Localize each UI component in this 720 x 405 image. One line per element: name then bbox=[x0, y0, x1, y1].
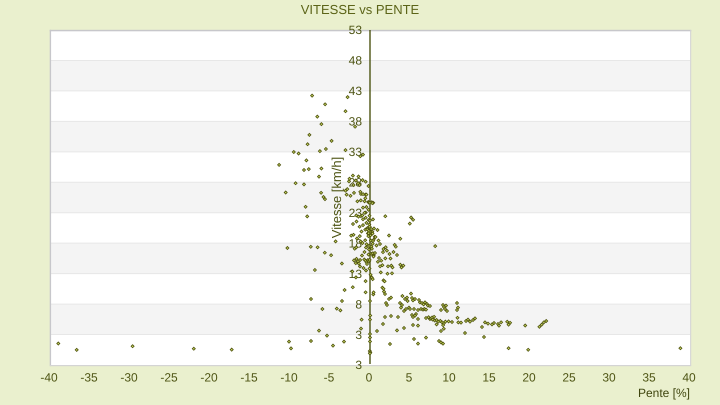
svg-text:28: 28 bbox=[349, 175, 363, 189]
svg-text:-35: -35 bbox=[80, 371, 98, 385]
svg-text:VITESSE vs PENTE: VITESSE vs PENTE bbox=[301, 2, 420, 17]
svg-text:30: 30 bbox=[602, 371, 616, 385]
svg-text:23: 23 bbox=[349, 206, 363, 220]
svg-text:8: 8 bbox=[355, 297, 362, 311]
svg-text:-40: -40 bbox=[40, 371, 58, 385]
svg-text:-5: -5 bbox=[324, 371, 335, 385]
svg-text:18: 18 bbox=[349, 236, 363, 250]
svg-text:3: 3 bbox=[355, 358, 362, 372]
svg-text:Pente [%]: Pente [%] bbox=[638, 386, 690, 400]
svg-text:-30: -30 bbox=[120, 371, 138, 385]
svg-text:15: 15 bbox=[482, 371, 496, 385]
svg-text:25: 25 bbox=[562, 371, 576, 385]
svg-text:40: 40 bbox=[682, 371, 696, 385]
svg-text:Vitesse [km/h]: Vitesse [km/h] bbox=[329, 157, 344, 238]
svg-text:-15: -15 bbox=[240, 371, 258, 385]
svg-text:5: 5 bbox=[406, 371, 413, 385]
svg-text:20: 20 bbox=[522, 371, 536, 385]
svg-text:35: 35 bbox=[642, 371, 656, 385]
svg-text:-10: -10 bbox=[280, 371, 298, 385]
svg-text:10: 10 bbox=[442, 371, 456, 385]
svg-text:48: 48 bbox=[349, 54, 363, 68]
svg-text:53: 53 bbox=[349, 23, 363, 37]
svg-text:0: 0 bbox=[366, 371, 373, 385]
svg-text:-25: -25 bbox=[160, 371, 178, 385]
svg-text:38: 38 bbox=[349, 115, 363, 129]
svg-text:3: 3 bbox=[355, 328, 362, 342]
svg-text:43: 43 bbox=[349, 84, 363, 98]
svg-text:-20: -20 bbox=[200, 371, 218, 385]
